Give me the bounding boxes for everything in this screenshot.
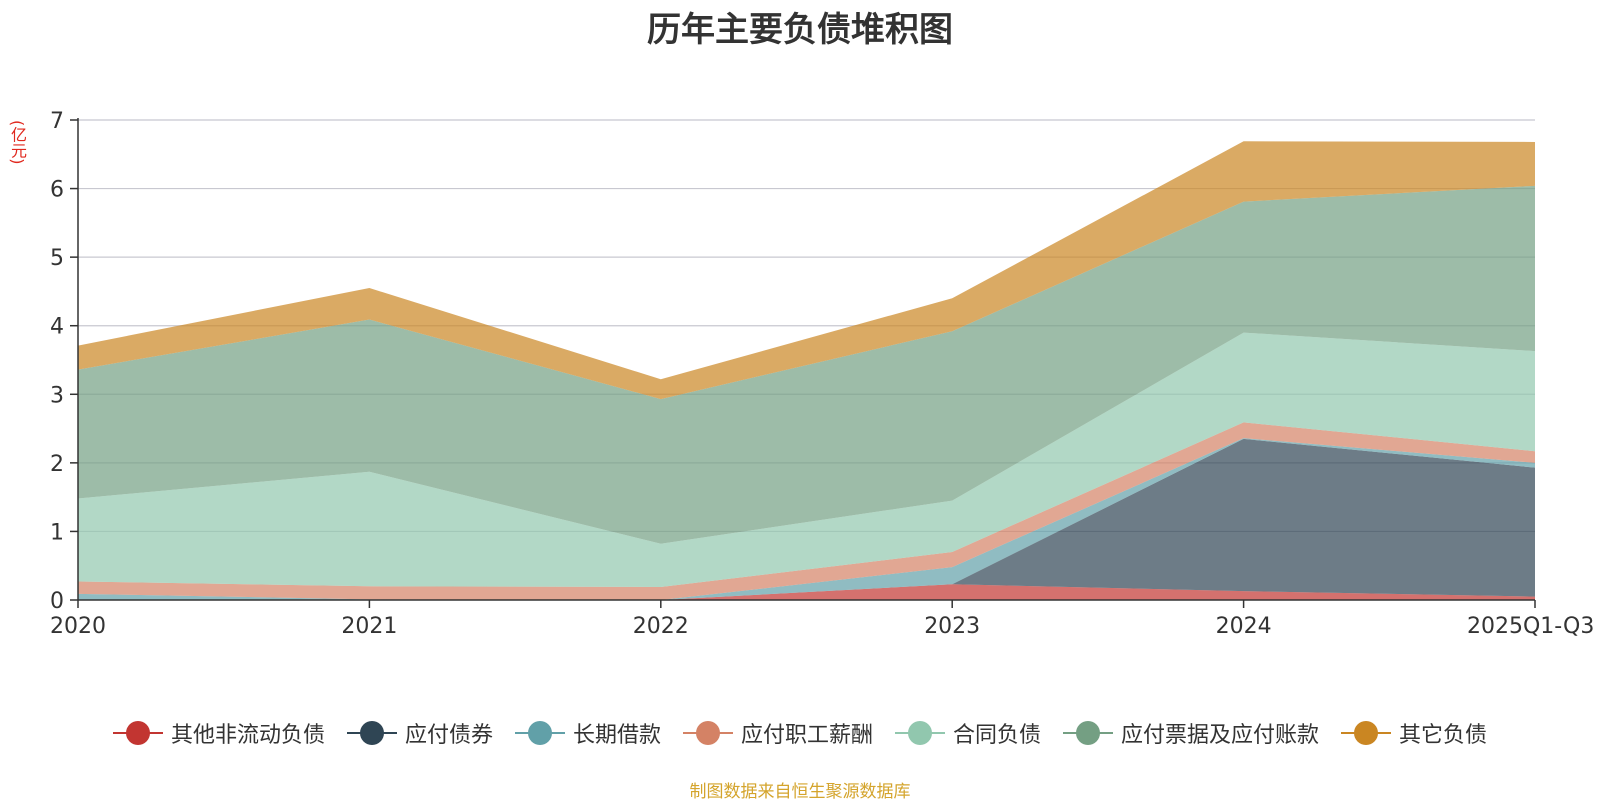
legend-marker-icon	[112, 720, 163, 746]
area-series-0	[78, 584, 1535, 600]
legend-label: 应付债券	[404, 723, 493, 748]
x-tick-label-2022: 2022	[633, 614, 689, 639]
y-tick-label-1: 1	[50, 520, 64, 545]
y-axis-unit-label: (亿元)	[8, 120, 27, 165]
stacked-area-chart: 0 1 2 3 4 5 6 7 2020 2021 2022 2023 2024 2025Q1-Q3	[50, 109, 1594, 639]
area-series-6	[78, 141, 1535, 400]
x-tick-label-2025q1-q3: 2025Q1-Q3	[1467, 614, 1594, 639]
area-series-3	[78, 422, 1535, 600]
y-tick-label-4: 4	[50, 315, 64, 340]
y-tick-label-0: 0	[50, 589, 64, 614]
legend-item-1[interactable]: 应付债券	[346, 717, 493, 749]
data-source-note: 制图数据来自恒生聚源数据库	[689, 782, 911, 802]
y-tick-label-6: 6	[50, 178, 64, 203]
area-series-1	[78, 438, 1535, 600]
area-series-4	[78, 332, 1535, 587]
legend-label: 应付职工薪酬	[740, 723, 873, 748]
legend-item-0[interactable]: 其他非流动负债	[112, 717, 325, 749]
legend-item-4[interactable]: 合同负债	[895, 717, 1041, 749]
legend-label: 长期借款	[572, 723, 661, 748]
legend-item-5[interactable]: 应付票据及应付账款	[1063, 717, 1319, 749]
legend-marker-icon	[682, 720, 733, 746]
x-tick-label-2020: 2020	[50, 614, 106, 639]
legend-label: 合同负债	[953, 723, 1042, 748]
legend-label: 其他非流动负债	[170, 723, 325, 748]
chart-title: 历年主要负债堆积图	[647, 10, 953, 50]
chart-legend: 其他非流动负债 应付债券 长期借款 应付职工薪酬 合同负债 应付票据及应付账款 其它负债	[0, 717, 1600, 749]
x-tick-label-2021: 2021	[341, 614, 397, 639]
y-tick-label-7: 7	[50, 109, 64, 134]
legend-label: 其它负债	[1399, 723, 1488, 748]
legend-marker-icon	[1341, 720, 1392, 746]
x-tick-label-2023: 2023	[924, 614, 980, 639]
legend-item-2[interactable]: 长期借款	[514, 717, 661, 749]
legend-marker-icon	[1063, 720, 1114, 746]
y-tick-label-2: 2	[50, 452, 64, 477]
area-series-5	[78, 185, 1535, 544]
x-tick-label-2024: 2024	[1216, 614, 1272, 639]
legend-marker-icon	[346, 720, 397, 746]
legend-item-3[interactable]: 应付职工薪酬	[682, 717, 873, 749]
legend-marker-icon	[514, 720, 565, 746]
legend-label: 应付票据及应付账款	[1121, 723, 1320, 748]
y-tick-label-5: 5	[50, 246, 64, 271]
legend-marker-icon	[895, 720, 945, 746]
legend-item-6[interactable]: 其它负债	[1341, 717, 1487, 749]
y-tick-label-3: 3	[50, 383, 64, 408]
